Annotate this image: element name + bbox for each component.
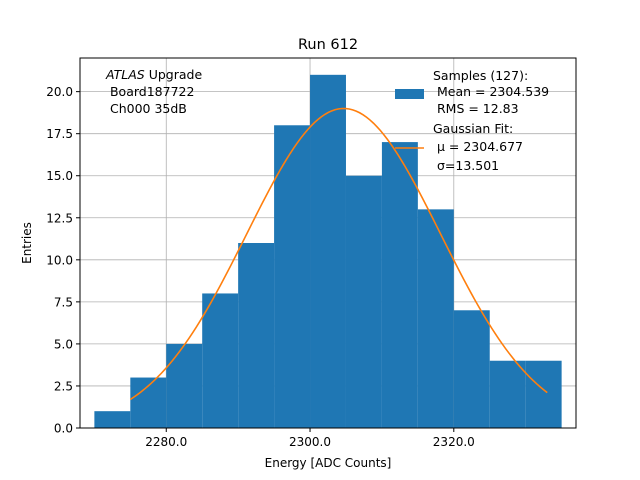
x-tick-label: 2320.0 [433, 435, 475, 449]
histogram-bar [345, 175, 382, 428]
y-tick-label: 17.5 [46, 127, 73, 141]
y-tick-label: 7.5 [54, 295, 73, 309]
histogram-bar [489, 360, 526, 428]
chart-title: Run 612 [298, 37, 358, 53]
y-tick-label: 2.5 [54, 379, 73, 393]
y-tick-label: 5.0 [54, 337, 73, 351]
histogram-bar [310, 74, 346, 429]
gaussian-fit [129, 107, 548, 401]
y-axis-ticks: 0.0 2.5 5.0 7.5 10.0 12.5 15.0 17.5 20.0 [46, 85, 80, 436]
y-tick-label: 10.0 [46, 253, 73, 267]
y-tick-label: 20.0 [46, 85, 73, 99]
annotation-atlas: ATLAS [105, 67, 145, 82]
histogram-bar [417, 209, 454, 428]
histogram-bar [166, 343, 203, 428]
gaussian-fit-curve [129, 107, 548, 401]
y-tick-label: 12.5 [46, 211, 73, 225]
y-tick-label: 0.0 [54, 422, 73, 436]
annotation-line-1: ATLAS Upgrade [105, 67, 202, 82]
atlas-annotation: ATLAS Upgrade Board187722 Ch000 35dB [105, 67, 202, 116]
annotation-board: Board187722 [106, 84, 194, 99]
y-tick-label: 15.0 [46, 169, 73, 183]
histogram-bar [525, 360, 562, 428]
histogram-bar [202, 293, 239, 428]
x-axis-ticks: 2280.0 2300.0 2320.0 [145, 428, 475, 449]
legend-samples-mean: Mean = 2304.539 [433, 84, 549, 99]
legend: Samples (127): Mean = 2304.539 RMS = 12.… [395, 68, 549, 173]
x-axis-label: Energy [ADC Counts] [265, 456, 392, 470]
legend-fit-sigma: σ=13.501 [433, 158, 499, 173]
legend-samples-swatch [395, 89, 424, 99]
histogram-bar [238, 243, 275, 428]
histogram-bar [274, 125, 311, 428]
histogram-bar [381, 142, 418, 428]
plot-frame [79, 57, 577, 429]
histogram-bar [94, 411, 131, 428]
y-axis-label: Entries [20, 222, 34, 264]
histogram-bars [94, 74, 562, 429]
legend-fit-mu: μ = 2304.677 [433, 139, 523, 154]
legend-samples-rms: RMS = 12.83 [433, 101, 519, 116]
x-tick-label: 2280.0 [145, 435, 187, 449]
legend-fit-title: Gaussian Fit: [433, 121, 513, 136]
legend-samples-title: Samples (127): [433, 68, 528, 83]
histogram-bar [453, 310, 490, 428]
annotation-channel: Ch000 35dB [106, 101, 187, 116]
annotation-upgrade: Upgrade [145, 67, 203, 82]
x-tick-label: 2300.0 [289, 435, 331, 449]
